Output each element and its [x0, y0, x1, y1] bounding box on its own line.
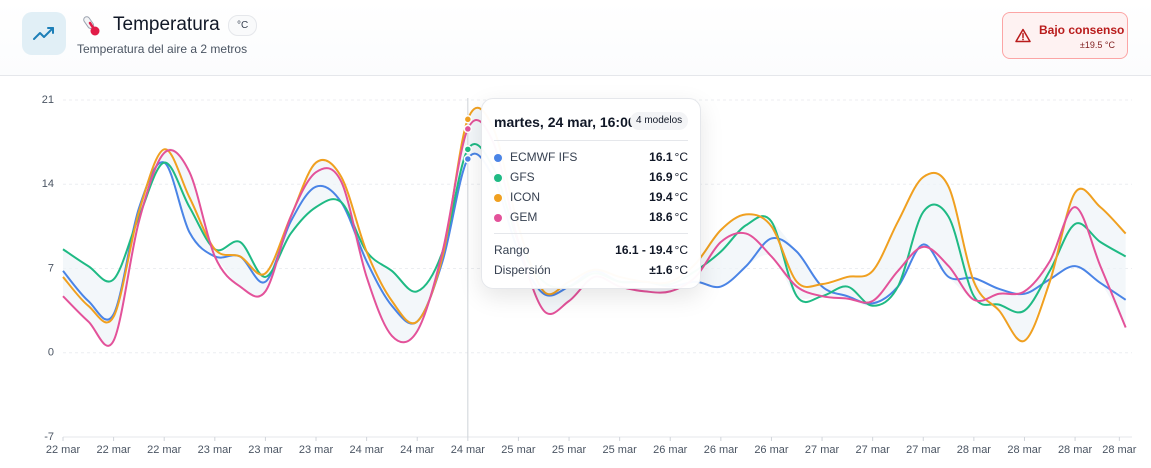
value-number: 16.1	[649, 150, 673, 164]
tooltip-row: ECMWF IFS 16.1 °C	[494, 150, 688, 166]
tooltip-row: GFS 16.9 °C	[494, 170, 688, 186]
unit: °C	[674, 150, 688, 164]
x-tick-label: 22 mar	[96, 444, 131, 456]
trend-icon	[33, 27, 54, 40]
legend-label: GFS	[510, 170, 535, 184]
y-tick-label: -7	[44, 431, 54, 443]
hover-dot	[463, 145, 473, 154]
legend-label: GEM	[510, 210, 538, 224]
tooltip-value: 19.4 °C	[649, 190, 688, 204]
legend-dot	[494, 214, 502, 222]
x-tick-label: 26 mar	[754, 444, 789, 456]
x-tick-label: 28 mar	[957, 444, 992, 456]
legend-label: ECMWF IFS	[510, 150, 578, 164]
unit: °C	[674, 210, 688, 224]
value-number: 16.9	[649, 170, 673, 184]
alert-label: Bajo consenso	[1039, 23, 1125, 37]
thermometer-icon	[83, 16, 100, 36]
x-tick-label: 24 mar	[451, 444, 486, 456]
alert-unit: °C	[1104, 40, 1115, 50]
y-tick-label: 14	[42, 178, 54, 190]
subtitle: Temperatura del aire a 2 metros	[77, 42, 248, 56]
unit: °C	[674, 170, 688, 184]
x-tick-label: 28 mar	[1058, 444, 1093, 456]
hover-dot	[463, 115, 473, 124]
chart: -7 0 7 14 21 22 mar 22 mar 22 mar 23 mar 23 mar 23…	[42, 94, 1137, 456]
x-tick-label: 22 mar	[147, 444, 182, 456]
x-tick-label: 23 mar	[248, 444, 283, 456]
tooltip-divider	[494, 233, 688, 234]
alert-value: ±19.5 °C	[1080, 40, 1115, 50]
tooltip-row: GEM 18.6 °C	[494, 210, 688, 226]
header: Temperatura °C Temperatura del aire a 2 …	[0, 0, 1151, 76]
tooltip-value: 16.9 °C	[649, 170, 688, 184]
tooltip-range: Rango 16.1 - 19.4 °C	[494, 243, 688, 259]
y-tick-label: 7	[48, 262, 54, 274]
x-tick-label: 24 mar	[349, 444, 384, 456]
value-number: 19.4	[649, 190, 673, 204]
y-tick-label: 21	[42, 94, 54, 106]
tooltip: martes, 24 mar, 16:00 4 modelos ECMWF IF…	[481, 98, 701, 289]
alert-value-number: ±19.5	[1079, 40, 1103, 50]
range-text: 16.1 - 19.4	[615, 243, 673, 257]
y-tick-label: 0	[48, 347, 54, 359]
tooltip-spread: Dispersión ±1.6 °C	[494, 263, 688, 279]
chart-icon[interactable]	[22, 12, 66, 55]
x-tick-label: 27 mar	[906, 444, 941, 456]
range-label: Rango	[494, 243, 530, 257]
spread-text: ±1.6	[649, 263, 673, 277]
x-tick-label: 25 mar	[552, 444, 587, 456]
x-tick-label: 27 mar	[805, 444, 840, 456]
title: Temperatura	[113, 14, 220, 35]
tooltip-value: 16.1 °C	[649, 150, 688, 164]
spread-label: Dispersión	[494, 263, 551, 277]
value-number: 18.6	[649, 210, 673, 224]
x-tick-label: 26 mar	[704, 444, 739, 456]
x-tick-label: 28 mar	[1102, 444, 1137, 456]
x-tick-label: 25 mar	[603, 444, 638, 456]
x-tick-label: 28 mar	[1007, 444, 1042, 456]
x-tick-label: 25 mar	[501, 444, 536, 456]
hover-dot	[463, 124, 473, 134]
legend-dot	[494, 194, 502, 202]
series-line	[62, 119, 1127, 347]
legend-dot	[494, 154, 502, 162]
warning-icon	[1015, 28, 1031, 43]
x-tick-label: 27 mar	[856, 444, 891, 456]
x-tick-label: 26 mar	[653, 444, 688, 456]
tooltip-divider	[494, 140, 688, 141]
unit: °C	[674, 263, 688, 277]
range-value: 16.1 - 19.4 °C	[615, 243, 688, 257]
unit: °C	[674, 243, 688, 257]
tooltip-count: 4 modelos	[630, 112, 689, 130]
spread-value: ±1.6 °C	[649, 263, 688, 277]
legend-label: ICON	[510, 190, 540, 204]
x-tick-label: 22 mar	[46, 444, 81, 456]
consensus-alert[interactable]: Bajo consenso ±19.5 °C	[1002, 12, 1128, 59]
unit-badge: °C	[228, 15, 258, 36]
tooltip-title: martes, 24 mar, 16:00	[494, 114, 636, 130]
x-tick-label: 23 mar	[198, 444, 233, 456]
tooltip-value: 18.6 °C	[649, 210, 688, 224]
hover-dot	[463, 154, 473, 164]
x-tick-label: 24 mar	[400, 444, 435, 456]
unit: °C	[674, 190, 688, 204]
x-tick-label: 23 mar	[299, 444, 334, 456]
tooltip-row: ICON 19.4 °C	[494, 190, 688, 206]
legend-dot	[494, 174, 502, 182]
